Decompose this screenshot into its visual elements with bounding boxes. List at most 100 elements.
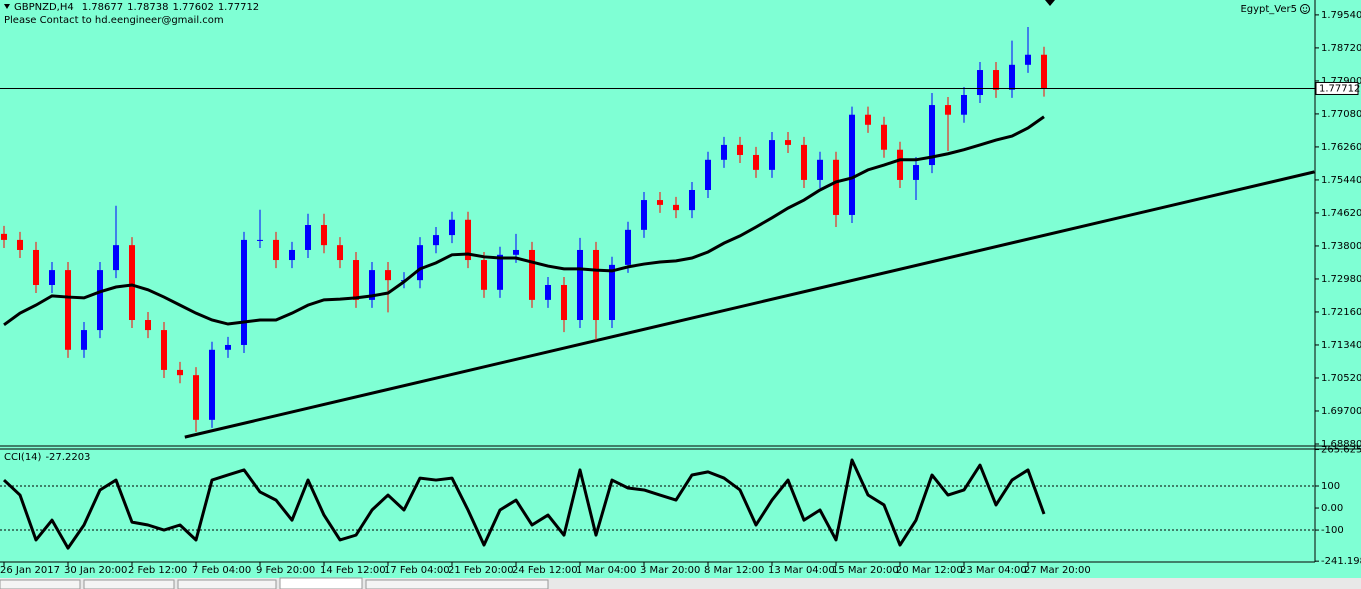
smiley [1300, 4, 1310, 14]
x-tick-label: 30 Jan 20:00 [64, 565, 127, 576]
bid-tag [1315, 81, 1359, 95]
tab[interactable] [177, 579, 277, 589]
x-tick-label: 2 Feb 12:00 [128, 565, 187, 576]
y-tick-label: 1.72980 [1321, 274, 1361, 285]
tab[interactable] [0, 579, 81, 589]
ohlc-value: 1.77602 [172, 2, 213, 13]
candle-body [849, 114, 855, 215]
y-tick-label: -241.198 [1321, 556, 1361, 567]
trend-line [184, 170, 1315, 439]
candle-body [17, 239, 23, 250]
y-tick-label: 1.70520 [1321, 373, 1361, 384]
moving-average [3, 115, 1045, 327]
candle-body [913, 165, 919, 180]
candle-body [689, 189, 695, 211]
candle-body [433, 235, 439, 246]
y-tick-label: 1.69700 [1321, 406, 1361, 417]
y-tick-label: 1.78720 [1321, 43, 1361, 54]
candle-body [353, 260, 359, 300]
x-tick-label: 21 Feb 20:00 [448, 565, 514, 576]
candle-body [977, 70, 983, 95]
candle-body [113, 245, 119, 271]
candle-body [257, 239, 263, 241]
candle-body [529, 249, 535, 300]
candle-body [193, 375, 199, 420]
candle-body [769, 140, 775, 170]
y-tick-label: 1.76260 [1321, 142, 1361, 153]
candle-body [881, 124, 887, 150]
tab[interactable] [365, 579, 549, 589]
y-tick-label: 1.79540 [1321, 10, 1361, 21]
candle-body [369, 270, 375, 300]
y-tick-label: 1.75440 [1321, 175, 1361, 186]
candle-body [673, 204, 679, 211]
candle-body [593, 249, 599, 321]
candle-body [705, 159, 711, 190]
candle-body [209, 349, 215, 420]
candle-body [321, 225, 327, 246]
candle-body [929, 105, 935, 166]
candle-body [625, 229, 631, 265]
x-tick-label: 20 Mar 12:00 [896, 565, 963, 576]
candle-body [81, 330, 87, 350]
indicator-tag: Egypt_Ver5 [1240, 4, 1297, 15]
tab-bar [0, 578, 1361, 589]
y-tick-label: 1.68880 [1321, 439, 1361, 450]
candle-body [721, 144, 727, 160]
candle-body [561, 284, 567, 321]
menu-arrow[interactable] [4, 4, 10, 9]
cci-line [2, 458, 1046, 550]
candle-body [273, 239, 279, 261]
ohlc-value: 1.78738 [127, 2, 168, 13]
candle-body [609, 264, 615, 321]
candle-body [785, 140, 791, 145]
tab[interactable] [83, 579, 175, 589]
candle-body [641, 200, 647, 230]
candle-body [993, 70, 999, 90]
y-tick-label: 265.625 [1321, 445, 1361, 456]
candle-body [513, 249, 519, 255]
candle-body [177, 369, 183, 376]
indicator-name: CCI(14) [4, 452, 42, 463]
y-tick-label: 100 [1321, 481, 1340, 492]
bid-label: 1.77712 [1319, 83, 1360, 94]
contact-note: Please Contact to hd.eengineer@gmail.com [4, 15, 224, 26]
symbol: GBPNZD,H4 [14, 2, 74, 13]
candle-body [65, 270, 71, 350]
x-tick-label: 1 Mar 04:00 [576, 565, 636, 576]
y-tick-label: -100 [1321, 525, 1344, 536]
ohlc-value: 1.78677 [82, 2, 123, 13]
x-tick-label: 8 Mar 12:00 [704, 565, 764, 576]
candle-body [1, 233, 7, 240]
y-tick-label: 0.00 [1321, 503, 1343, 514]
y-tick-label: 1.77080 [1321, 109, 1361, 120]
candle-body [737, 144, 743, 155]
candle-body [33, 249, 39, 285]
candle-body [465, 219, 471, 261]
candle-body [1041, 54, 1047, 89]
x-tick-label: 13 Mar 04:00 [768, 565, 835, 576]
candle-body [289, 249, 295, 261]
candle-body [417, 245, 423, 281]
ohlc-readout: 1.78677 1.78738 1.77602 1.77712 [82, 2, 259, 13]
x-tick-label: 7 Feb 04:00 [192, 565, 251, 576]
active-tab[interactable] [279, 577, 363, 589]
ohlc-value: 1.77712 [218, 2, 259, 13]
shift-marker [1045, 0, 1055, 6]
candle-body [961, 94, 967, 115]
candle-body [225, 344, 231, 350]
indicator-header: CCI(14) -27.2203 [4, 452, 90, 463]
x-tick-label: 24 Feb 12:00 [512, 565, 578, 576]
x-tick-label: 26 Jan 2017 [0, 565, 60, 576]
candle-body [481, 260, 487, 290]
candle-body [865, 114, 871, 125]
candle-body [1025, 54, 1031, 65]
x-tick-label: 23 Mar 04:00 [960, 565, 1027, 576]
candle-body [305, 225, 311, 250]
candle-body [945, 105, 951, 115]
y-tick-label: 1.72160 [1321, 307, 1361, 318]
y-tick-label: 1.74620 [1321, 208, 1361, 219]
candle-body [801, 144, 807, 180]
